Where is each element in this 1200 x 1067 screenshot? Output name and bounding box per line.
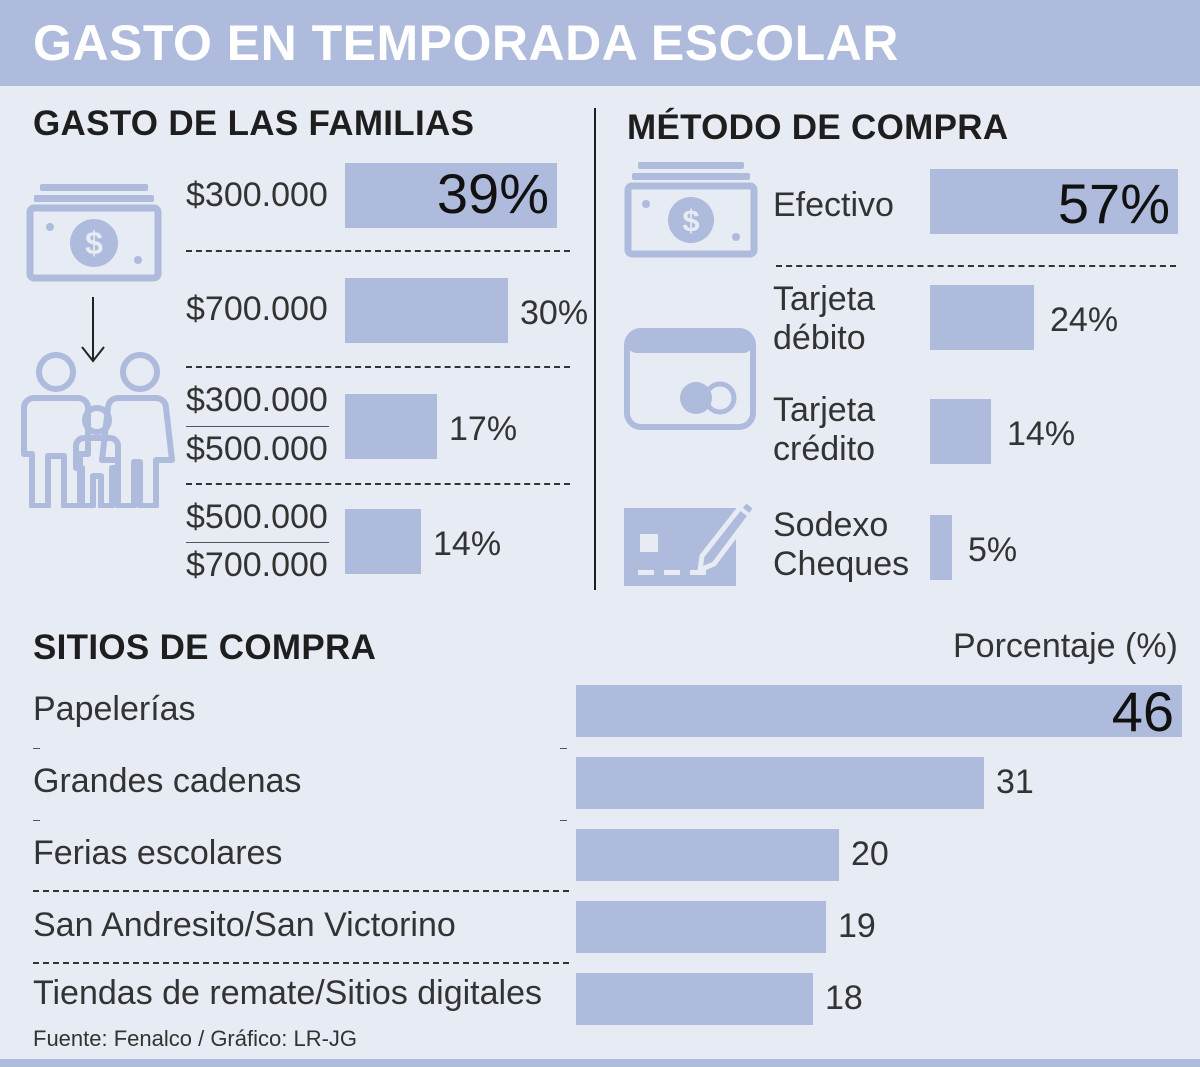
data-label-2: 14% [1007,415,1076,453]
data-label-4: 18 [825,979,863,1017]
data-label-0: 39% [436,162,549,225]
data-label-0: 46 [1111,680,1174,743]
bar-0 [930,169,1178,234]
fraction-line [186,426,329,427]
data-label-2: 20 [851,835,889,873]
family-icon [21,352,175,508]
fraction-line [186,542,329,543]
credit-card-icon [624,328,756,430]
data-label-3: 5% [968,531,1018,569]
bar-1 [930,285,1034,350]
row-divider [33,962,569,964]
bar-1 [576,757,984,809]
bar-3 [345,509,421,574]
method-label: Sodexo [773,506,889,544]
site-label: Tiendas de remate/Sitios digitales [33,974,543,1012]
site-label: Ferias escolares [33,834,283,872]
row-tick [560,748,567,749]
data-label-3: 19 [838,907,876,945]
row-divider [186,366,570,368]
svg-text:$: $ [85,225,103,261]
row-divider [33,890,569,892]
source-note: Fuente: Fenalco / Gráfico: LR-JG [33,1026,358,1051]
row-tick [560,820,567,821]
site-label: Papelerías [33,690,196,728]
data-label-1: 30% [520,294,589,332]
row-divider [776,265,1176,267]
category-label-top: $500.000 [186,498,328,536]
bar-0 [576,685,1182,737]
method-label: Tarjeta [773,391,876,429]
bar-2 [345,394,437,459]
page-title: GASTO EN TEMPORADA ESCOLAR [33,15,899,71]
category-label-bottom: $500.000 [186,430,328,468]
data-label-1: 31 [996,763,1034,801]
data-label-2: 17% [449,410,518,448]
footer-bar [0,1059,1200,1067]
category-label: $700.000 [186,290,328,328]
data-label-1: 24% [1050,301,1119,339]
method-label: crédito [773,430,876,468]
cash-icon: $ [624,162,758,258]
site-label: Grandes cadenas [33,762,302,800]
row-divider [186,483,570,485]
row-tick [33,820,40,821]
bar-2 [930,399,991,464]
method-label: débito [773,319,866,357]
method-label: Efectivo [773,186,894,224]
chart-title-sitios: SITIOS DE COMPRA [33,628,377,667]
chart-title-metodo: MÉTODO DE COMPRA [627,108,1009,147]
check-pen-icon [624,496,760,586]
category-label-top: $300.000 [186,381,328,419]
data-label-0: 57% [1057,172,1170,235]
money-icon: $ [26,184,162,282]
site-label: San Andresito/San Victorino [33,906,456,944]
unit-label: Porcentaje (%) [953,627,1178,665]
column-divider [594,108,596,590]
chart-title-gasto: GASTO DE LAS FAMILIAS [33,104,475,143]
data-label-3: 14% [433,525,502,563]
bar-3 [576,901,826,953]
method-label: Tarjeta [773,280,876,318]
category-label-bottom: $700.000 [186,546,328,584]
header-banner: GASTO EN TEMPORADA ESCOLAR [0,0,1200,86]
bar-3 [930,515,952,580]
row-tick [33,748,40,749]
bar-1 [345,278,508,343]
svg-text:$: $ [682,203,699,238]
bar-0 [345,163,557,228]
bar-4 [576,973,813,1025]
category-label: $300.000 [186,176,328,214]
bar-2 [576,829,839,881]
method-label: Cheques [773,545,910,583]
arrow-down-icon [81,297,105,363]
row-divider [186,250,570,252]
